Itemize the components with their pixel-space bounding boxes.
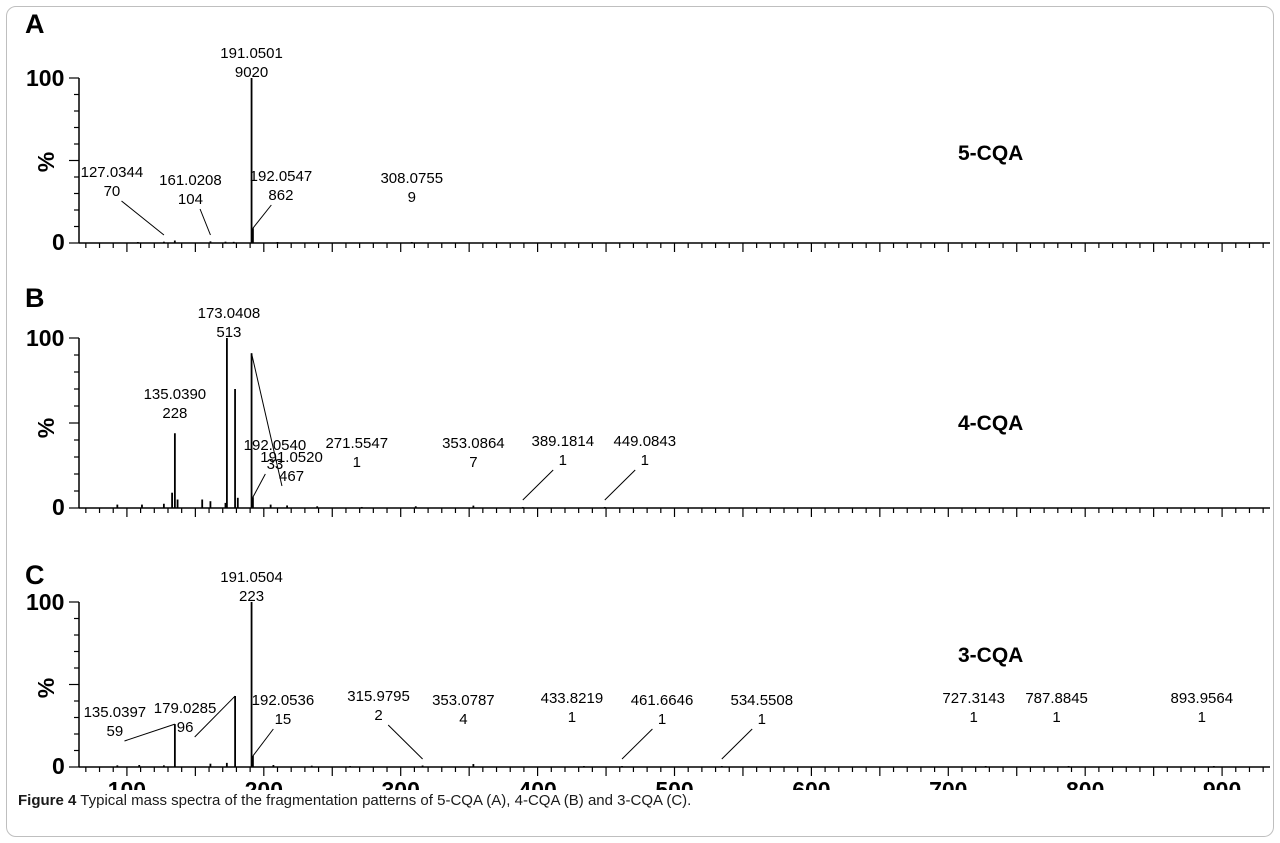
peak-label-mz: 353.0864 [442, 435, 505, 452]
x-tick-label: 800 [1066, 777, 1104, 790]
peak-label-intensity: 9020 [235, 64, 268, 81]
peak-leader-line [252, 728, 274, 757]
y-axis-label-c: % [33, 678, 59, 698]
peak-leader-line [721, 728, 753, 760]
peak-leader-line [194, 695, 236, 738]
peak-label-mz: 315.9795 [347, 688, 410, 705]
peak-leader-line [199, 208, 211, 236]
y-tick-100-b: 100 [26, 325, 64, 351]
peak-label-intensity: 228 [162, 405, 187, 422]
panel-letter-a: A [25, 9, 45, 39]
x-tick-label: 700 [929, 777, 967, 790]
peak-label-intensity: 1 [559, 452, 567, 469]
peak-leader-line [522, 469, 554, 501]
mass-spectra-chart: A B C 5-CQA 4-CQA 3-CQA 100 0 100 0 100 … [25, 9, 1270, 790]
peak-label-intensity: 1 [353, 454, 361, 471]
compound-label-b: 4-CQA [958, 412, 1023, 435]
peak-label-mz: 192.0540 [244, 437, 307, 454]
peak-leader-line [124, 723, 176, 742]
peak-label-mz: 534.5508 [731, 692, 794, 709]
peak-label-intensity: 104 [178, 191, 203, 208]
peak-label-intensity: 1 [1052, 709, 1060, 726]
peak-label-intensity: 96 [177, 719, 194, 736]
y-tick-100-c: 100 [26, 589, 64, 615]
peak-label-mz: 192.0536 [252, 692, 315, 709]
peak-leader-line [604, 469, 636, 501]
x-tick-label: 500 [655, 777, 693, 790]
y-axis-label-a: % [33, 152, 59, 172]
peak-label-mz: 308.0755 [380, 170, 443, 187]
peak-label-mz: 173.0408 [198, 305, 261, 322]
peak-label-mz: 353.0787 [432, 692, 495, 709]
peak-label-mz: 271.5547 [325, 435, 388, 452]
peak-leader-line [252, 473, 266, 498]
y-tick-0-b: 0 [52, 494, 65, 520]
peak-label-intensity: 59 [107, 723, 124, 740]
figure-caption: Figure 4 Typical mass spectra of the fra… [18, 792, 691, 809]
panel-letter-b: B [25, 283, 45, 313]
caption-text: Typical mass spectra of the fragmentatio… [80, 792, 692, 809]
peak-label-intensity: 862 [268, 187, 293, 204]
peak-label-mz: 191.0501 [220, 45, 283, 62]
peak-label-mz: 135.0390 [144, 386, 207, 403]
x-tick-label: 300 [382, 777, 420, 790]
peak-label-mz: 161.0208 [159, 172, 222, 189]
peak-label-intensity: 1 [568, 709, 576, 726]
peak-label-intensity: 1 [641, 452, 649, 469]
peak-label-mz: 461.6646 [631, 692, 694, 709]
panel-letter-c: C [25, 560, 45, 590]
y-axis-label-b: % [33, 418, 59, 438]
peak-label-mz: 192.0547 [250, 168, 313, 185]
y-tick-0-c: 0 [52, 753, 65, 779]
peak-label-intensity: 513 [216, 324, 241, 341]
peak-label-mz: 787.8845 [1025, 690, 1088, 707]
peak-label-mz: 191.0504 [220, 569, 283, 586]
peak-label-mz: 127.0344 [81, 164, 144, 181]
peak-label-intensity: 223 [239, 588, 264, 605]
caption-label: Figure 4 [18, 792, 77, 809]
peak-label-mz: 135.0397 [84, 704, 147, 721]
figure-frame [6, 6, 1274, 837]
y-tick-100-a: 100 [26, 65, 64, 91]
peak-leader-line [252, 204, 272, 229]
peak-label-intensity: 15 [275, 711, 292, 728]
peak-label-intensity: 1 [1198, 709, 1206, 726]
x-tick-label: 400 [518, 777, 556, 790]
y-tick-0-a: 0 [52, 229, 65, 255]
peak-label-intensity: 467 [279, 468, 304, 485]
peak-label-intensity: 9 [408, 189, 416, 206]
peak-label-mz: 433.8219 [541, 690, 604, 707]
compound-label-c: 3-CQA [958, 644, 1023, 667]
peak-label-mz: 449.0843 [614, 433, 677, 450]
peak-label-mz: 893.9564 [1171, 690, 1234, 707]
peak-label-intensity: 70 [104, 183, 121, 200]
x-tick-label: 900 [1203, 777, 1241, 790]
peak-label-mz: 179.0285 [154, 700, 217, 717]
peak-label-mz: 727.3143 [942, 690, 1005, 707]
x-tick-label: 100 [108, 777, 146, 790]
peak-label-mz: 389.1814 [532, 433, 595, 450]
peak-label-intensity: 33 [267, 456, 284, 473]
peak-label-intensity: 7 [469, 454, 477, 471]
peak-label-intensity: 1 [658, 711, 666, 728]
peak-label-intensity: 1 [970, 709, 978, 726]
peak-leader-line [251, 353, 283, 487]
peak-label-intensity: 1 [758, 711, 766, 728]
x-tick-label: 600 [792, 777, 830, 790]
peak-leader-line [387, 724, 423, 760]
peak-leader-line [121, 200, 165, 236]
peak-label-mz: 191.0520 [260, 449, 323, 466]
peak-leader-line [621, 728, 653, 760]
x-tick-label: 200 [245, 777, 283, 790]
peak-label-intensity: 2 [374, 707, 382, 724]
compound-label-a: 5-CQA [958, 142, 1023, 165]
peak-label-intensity: 4 [459, 711, 467, 728]
